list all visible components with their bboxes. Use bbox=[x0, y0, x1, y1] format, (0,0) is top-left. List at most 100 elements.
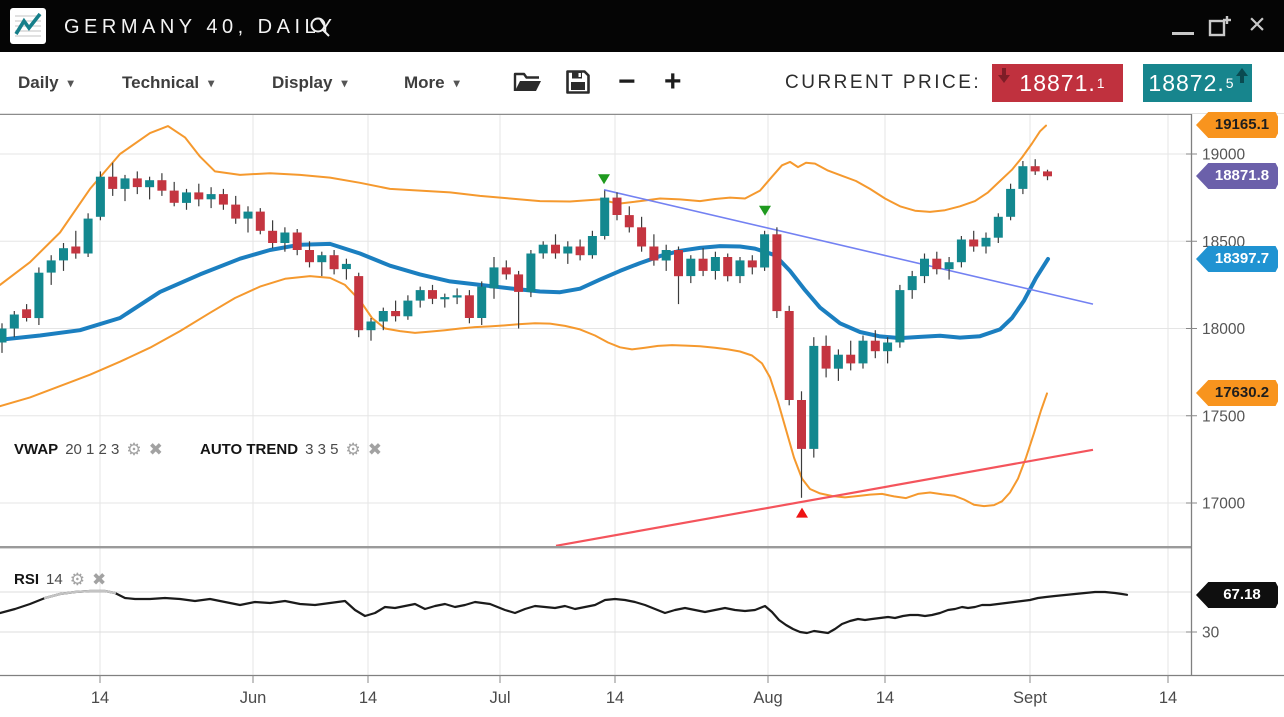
auto-trend-indicator-legend: AUTO TREND 3 3 5 ⚙ ✖ bbox=[200, 440, 382, 459]
minimize-window-button[interactable] bbox=[1170, 0, 1198, 52]
candle-body bbox=[784, 311, 794, 400]
candle-body bbox=[969, 239, 979, 247]
candle-body bbox=[735, 260, 745, 277]
price-tag: 17630.2 bbox=[1196, 380, 1278, 406]
chevron-down-icon: ▾ bbox=[208, 76, 215, 90]
candle-body bbox=[846, 354, 856, 364]
current-price-label: CURRENT PRICE: bbox=[785, 72, 982, 93]
chevron-down-icon: ▾ bbox=[453, 76, 460, 90]
candle-body bbox=[59, 248, 68, 261]
candle-body bbox=[624, 215, 634, 228]
save-chart-button[interactable] bbox=[564, 52, 592, 112]
axis-tick-label: 14 bbox=[606, 689, 624, 707]
candle-body bbox=[698, 258, 708, 271]
axis-tick-label: Sept bbox=[1013, 689, 1047, 707]
open-chart-button[interactable] bbox=[512, 52, 544, 112]
display-dropdown[interactable]: Display ▾ bbox=[272, 73, 348, 92]
candle-body bbox=[206, 194, 216, 200]
candle-body bbox=[145, 180, 155, 188]
price-tag: 18871.8 bbox=[1196, 163, 1278, 189]
buy-price-box[interactable]: 18872. 5 bbox=[1143, 64, 1252, 102]
zoom-out-button[interactable]: − bbox=[618, 52, 636, 112]
axis-tick-label: 17000 bbox=[1202, 496, 1245, 513]
candle-body bbox=[0, 328, 7, 343]
price-tag: 18397.7 bbox=[1196, 246, 1278, 272]
trend-up-line bbox=[555, 448, 1094, 547]
candle-body bbox=[956, 239, 966, 263]
gear-icon[interactable]: ⚙ bbox=[345, 440, 361, 459]
close-icon[interactable]: ✖ bbox=[148, 440, 163, 459]
axis-tick-label: Aug bbox=[753, 689, 782, 707]
technical-dropdown[interactable]: Technical ▾ bbox=[122, 73, 215, 92]
candle-body bbox=[772, 234, 782, 312]
candle-body bbox=[637, 227, 647, 247]
candle-body bbox=[403, 300, 413, 317]
candle-body bbox=[218, 194, 228, 205]
candle-body bbox=[243, 211, 253, 219]
candle-body bbox=[993, 216, 1003, 238]
candle-body bbox=[858, 340, 868, 364]
axis-tick-label: 18000 bbox=[1202, 321, 1245, 338]
candle-body bbox=[797, 400, 806, 449]
vwap-line bbox=[0, 241, 1050, 342]
axis-tick-label: Jun bbox=[240, 689, 267, 707]
popout-window-button[interactable] bbox=[1206, 0, 1236, 52]
candle-body bbox=[108, 176, 118, 189]
more-dropdown[interactable]: More ▾ bbox=[404, 73, 460, 92]
axis-tick-label: 14 bbox=[91, 689, 109, 707]
close-icon[interactable]: ✖ bbox=[91, 570, 107, 589]
close-icon[interactable]: ✖ bbox=[367, 440, 382, 459]
title-bar: GERMANY 40, DAILY × bbox=[0, 0, 1284, 52]
axis-tick-label: Jul bbox=[489, 689, 510, 707]
candle-body bbox=[83, 218, 93, 254]
candle-body bbox=[341, 263, 351, 270]
candle-body bbox=[932, 258, 942, 270]
folder-open-icon bbox=[513, 72, 541, 91]
sell-price-box[interactable]: 18871. 1 bbox=[992, 64, 1123, 102]
candle-body bbox=[575, 246, 585, 256]
candle-body bbox=[686, 258, 696, 277]
trend-down-line bbox=[603, 189, 1094, 305]
candle-body bbox=[661, 250, 671, 261]
price-tag: 19165.1 bbox=[1196, 112, 1278, 138]
candle-body bbox=[920, 258, 929, 277]
candle-body bbox=[132, 178, 142, 188]
candle-body bbox=[981, 237, 991, 247]
candle-body bbox=[526, 253, 536, 292]
candle-body bbox=[1006, 188, 1016, 217]
candle-body bbox=[120, 178, 130, 189]
axis-tick-label: 19000 bbox=[1202, 147, 1245, 164]
candle-body bbox=[9, 314, 19, 329]
axis-tick-label: 14 bbox=[359, 689, 377, 707]
vwap-indicator-legend: VWAP 20 1 2 3 ⚙ ✖ bbox=[14, 440, 163, 459]
rsi-value-tag: 67.18 bbox=[1196, 582, 1278, 608]
arrow-down-icon bbox=[998, 68, 1010, 83]
candle-body bbox=[95, 176, 105, 217]
zoom-in-button[interactable]: + bbox=[664, 52, 682, 112]
search-icon[interactable] bbox=[308, 15, 332, 44]
candle-body bbox=[428, 290, 437, 299]
buy-signal-marker bbox=[796, 507, 808, 518]
candle-body bbox=[255, 211, 265, 231]
timeframe-dropdown[interactable]: Daily ▾ bbox=[18, 73, 74, 92]
candle-body bbox=[194, 192, 204, 200]
close-window-button[interactable]: × bbox=[1248, 8, 1266, 41]
candle-body bbox=[292, 232, 302, 250]
axis-tick-label: 14 bbox=[876, 689, 894, 707]
candle-body bbox=[366, 321, 376, 331]
axis-tick-label: 17500 bbox=[1202, 408, 1245, 425]
candle-body bbox=[71, 246, 81, 254]
chart-title: GERMANY 40, DAILY bbox=[64, 16, 337, 38]
candle-body bbox=[157, 180, 167, 191]
chevron-down-icon: ▾ bbox=[341, 76, 348, 90]
candle-body bbox=[600, 197, 610, 236]
candle-body bbox=[501, 267, 511, 275]
candle-body bbox=[587, 236, 597, 256]
gear-icon[interactable]: ⚙ bbox=[69, 570, 85, 589]
gear-icon[interactable]: ⚙ bbox=[126, 440, 142, 459]
vwap-lower-band bbox=[0, 275, 1048, 508]
candle-body bbox=[538, 244, 548, 254]
candle-body bbox=[169, 190, 179, 203]
candle-body bbox=[895, 290, 905, 343]
